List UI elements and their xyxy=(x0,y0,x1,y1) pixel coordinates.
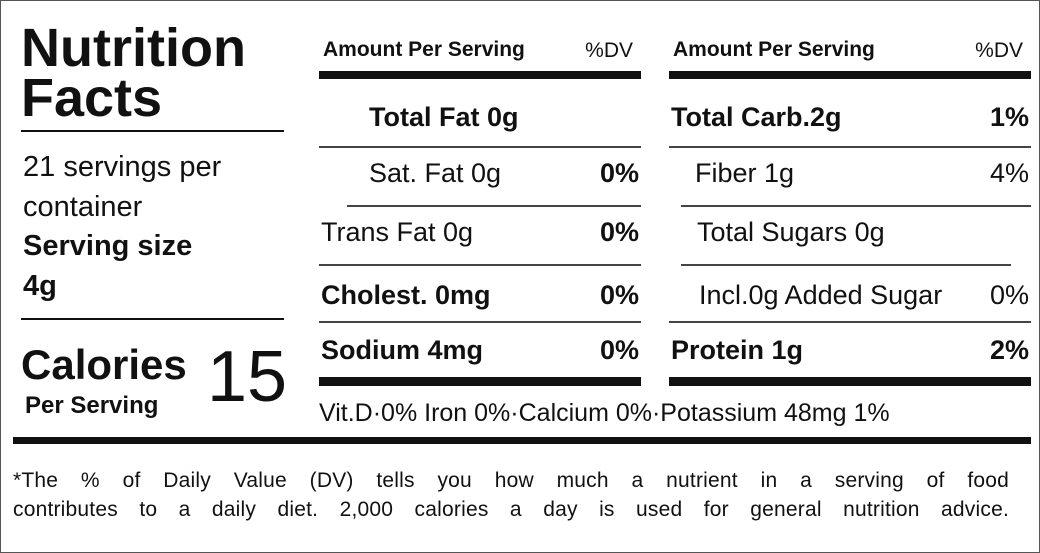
row-label: Total Carb.2g xyxy=(671,102,842,132)
row-divider xyxy=(681,264,1011,266)
header: Amount Per Serving xyxy=(673,38,875,61)
row-dv: 1% xyxy=(989,102,1029,132)
row-divider xyxy=(319,321,641,323)
row-divider xyxy=(669,146,1031,148)
serving-size: 4g xyxy=(23,270,57,302)
row-divider xyxy=(681,205,1031,207)
thick-rule xyxy=(319,377,641,386)
footnote: *The % of Daily Value (DV) tells you how… xyxy=(13,469,1009,492)
thick-rule xyxy=(669,71,1031,79)
divider xyxy=(21,130,284,132)
row-dv: 0% xyxy=(599,158,639,188)
row-dv: 0% xyxy=(599,280,639,310)
thick-rule xyxy=(669,377,1031,386)
row-dv: 2% xyxy=(989,335,1029,365)
row-label: Fiber 1g xyxy=(695,158,795,188)
serving-size-label: Serving size xyxy=(23,230,193,262)
row-label: Incl.0g Added Sugar xyxy=(699,280,943,310)
row-divider xyxy=(669,321,1031,323)
divider xyxy=(21,318,284,320)
vitamins: Vit.D·0% Iron 0%·Calcium 0%·Potassium 48… xyxy=(319,399,890,427)
row-label: Sodium 4mg xyxy=(321,335,484,365)
calories: 15 xyxy=(207,337,288,417)
servings: 21 servings per container xyxy=(23,151,222,223)
row-label: Cholest. 0mg xyxy=(321,280,491,310)
dv-header: %DV xyxy=(975,39,1023,62)
row-divider xyxy=(347,205,641,207)
divider xyxy=(13,437,1031,444)
title: Nutrition Facts xyxy=(21,18,246,128)
row-label: Protein 1g xyxy=(671,335,804,365)
row-label: Trans Fat 0g xyxy=(321,217,474,247)
row-dv: 4% xyxy=(989,158,1029,188)
row-label: Total Fat 0g xyxy=(369,102,519,132)
row-label: Total Sugars 0g xyxy=(697,217,885,247)
header: Amount Per Serving xyxy=(323,38,525,61)
row-label: Sat. Fat 0g xyxy=(369,158,502,188)
row-dv: 0% xyxy=(599,217,639,247)
row-dv: 0% xyxy=(989,280,1029,310)
footnote: contributes to a daily diet. 2,000 calor… xyxy=(13,498,1009,521)
row-divider xyxy=(319,146,641,148)
row-dv: 0% xyxy=(599,335,639,365)
row-divider xyxy=(319,264,641,266)
dv-header: %DV xyxy=(585,39,633,62)
calories-sub: Per Serving xyxy=(25,392,159,419)
calories-label: Calories xyxy=(21,341,187,388)
thick-rule xyxy=(319,71,641,79)
